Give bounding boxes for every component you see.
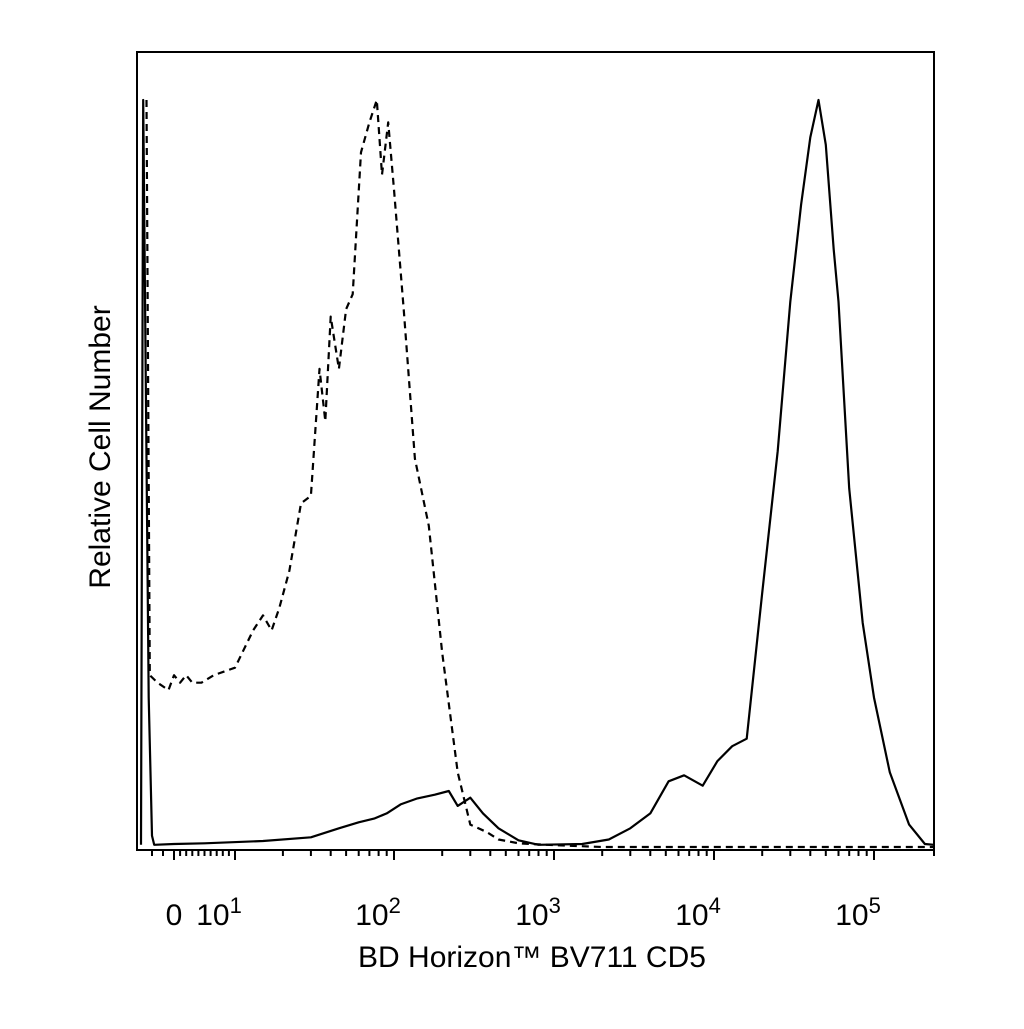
series-line-dashed — [145, 98, 934, 849]
y-axis-title: Relative Cell Number — [84, 305, 117, 588]
x-axis-tick-labels: 0 101 102 103 104 105 — [166, 893, 881, 932]
series-line-solid — [139, 98, 935, 846]
plot-frame — [136, 51, 935, 851]
x-axis-ticks — [151, 850, 935, 860]
x-tick-label: 103 — [515, 893, 561, 932]
x-axis-title: BD Horizon™ BV711 CD5 — [358, 941, 706, 974]
x-tick-label: 102 — [355, 893, 401, 932]
series-lines — [139, 98, 935, 849]
x-tick-label: 104 — [675, 893, 721, 932]
x-tick-label: 0 — [166, 899, 183, 932]
x-tick-label: 105 — [835, 893, 881, 932]
x-tick-label: 101 — [196, 893, 242, 932]
